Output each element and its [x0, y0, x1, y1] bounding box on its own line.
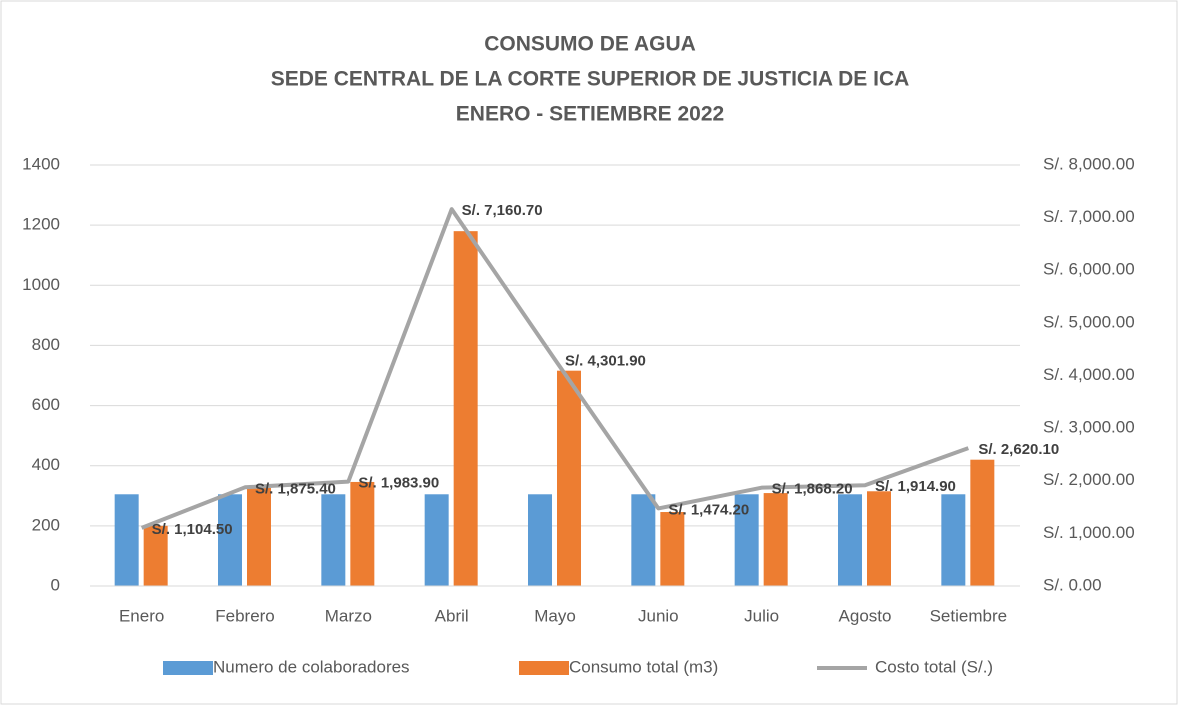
y2-tick-label: S/. 7,000.00	[1043, 207, 1135, 226]
bar	[350, 481, 375, 586]
bar	[941, 494, 966, 586]
chart-title: CONSUMO DE AGUA	[484, 33, 696, 56]
x-tick-label: Mayo	[534, 606, 576, 625]
bar	[453, 231, 478, 586]
data-label: S/. 1,104.50	[152, 521, 233, 538]
bar	[734, 494, 759, 586]
bar	[424, 494, 449, 586]
bar	[321, 494, 346, 586]
y-tick-label: 800	[32, 335, 60, 354]
x-tick-label: Febrero	[215, 606, 275, 625]
bar	[763, 493, 788, 586]
legend-swatch	[519, 661, 569, 675]
bar	[218, 494, 242, 586]
bar	[867, 491, 891, 586]
x-tick-label: Agosto	[839, 606, 892, 625]
x-tick-label: Enero	[119, 606, 164, 625]
x-tick-label: Marzo	[325, 606, 372, 625]
y2-tick-label: S/. 8,000.00	[1043, 154, 1135, 173]
y-tick-label: 600	[32, 395, 60, 414]
y2-tick-label: S/. 1,000.00	[1043, 523, 1135, 542]
data-label: S/. 4,301.90	[565, 353, 646, 370]
data-label: S/. 7,160.70	[462, 202, 543, 219]
y-tick-label: 200	[32, 515, 60, 534]
chart-subtitle: SEDE CENTRAL DE LA CORTE SUPERIOR DE JUS…	[271, 68, 910, 91]
x-tick-label: Julio	[744, 606, 779, 625]
data-label: S/. 1,914.90	[875, 478, 956, 495]
bar	[247, 487, 271, 586]
chart-subtitle: ENERO - SETIEMBRE 2022	[456, 103, 724, 126]
y2-tick-label: S/. 0.00	[1043, 575, 1102, 594]
bar	[660, 512, 685, 586]
x-tick-label: Abril	[435, 606, 469, 625]
y-tick-label: 1200	[22, 215, 60, 234]
legend-label: Numero de colaboradores	[213, 657, 410, 676]
data-label: S/. 1,983.90	[358, 475, 439, 492]
data-label: S/. 2,620.10	[978, 441, 1059, 458]
y2-tick-label: S/. 4,000.00	[1043, 365, 1135, 384]
y2-tick-label: S/. 2,000.00	[1043, 470, 1135, 489]
y-tick-label: 0	[51, 575, 60, 594]
data-label: S/. 1,875.40	[255, 480, 336, 497]
bar	[970, 459, 995, 586]
x-tick-label: Junio	[638, 606, 679, 625]
bar	[528, 494, 552, 586]
y2-tick-label: S/. 5,000.00	[1043, 312, 1135, 331]
x-tick-label: Setiembre	[930, 606, 1007, 625]
y-tick-label: 1000	[22, 275, 60, 294]
legend-label: Consumo total (m3)	[569, 657, 718, 676]
y2-tick-label: S/. 3,000.00	[1043, 418, 1135, 437]
bar	[143, 525, 168, 586]
data-label: S/. 1,868.20	[772, 481, 853, 498]
line	[140, 207, 970, 530]
data-label: S/. 1,474.20	[668, 501, 749, 518]
y-tick-label: 1400	[22, 154, 60, 173]
legend-label: Costo total (S/.)	[875, 657, 993, 676]
bar	[838, 494, 862, 586]
bar	[114, 494, 139, 586]
y2-tick-label: S/. 6,000.00	[1043, 260, 1135, 279]
bar	[631, 494, 656, 586]
legend-swatch	[163, 661, 213, 675]
y-tick-label: 400	[32, 455, 60, 474]
bar	[557, 370, 581, 586]
